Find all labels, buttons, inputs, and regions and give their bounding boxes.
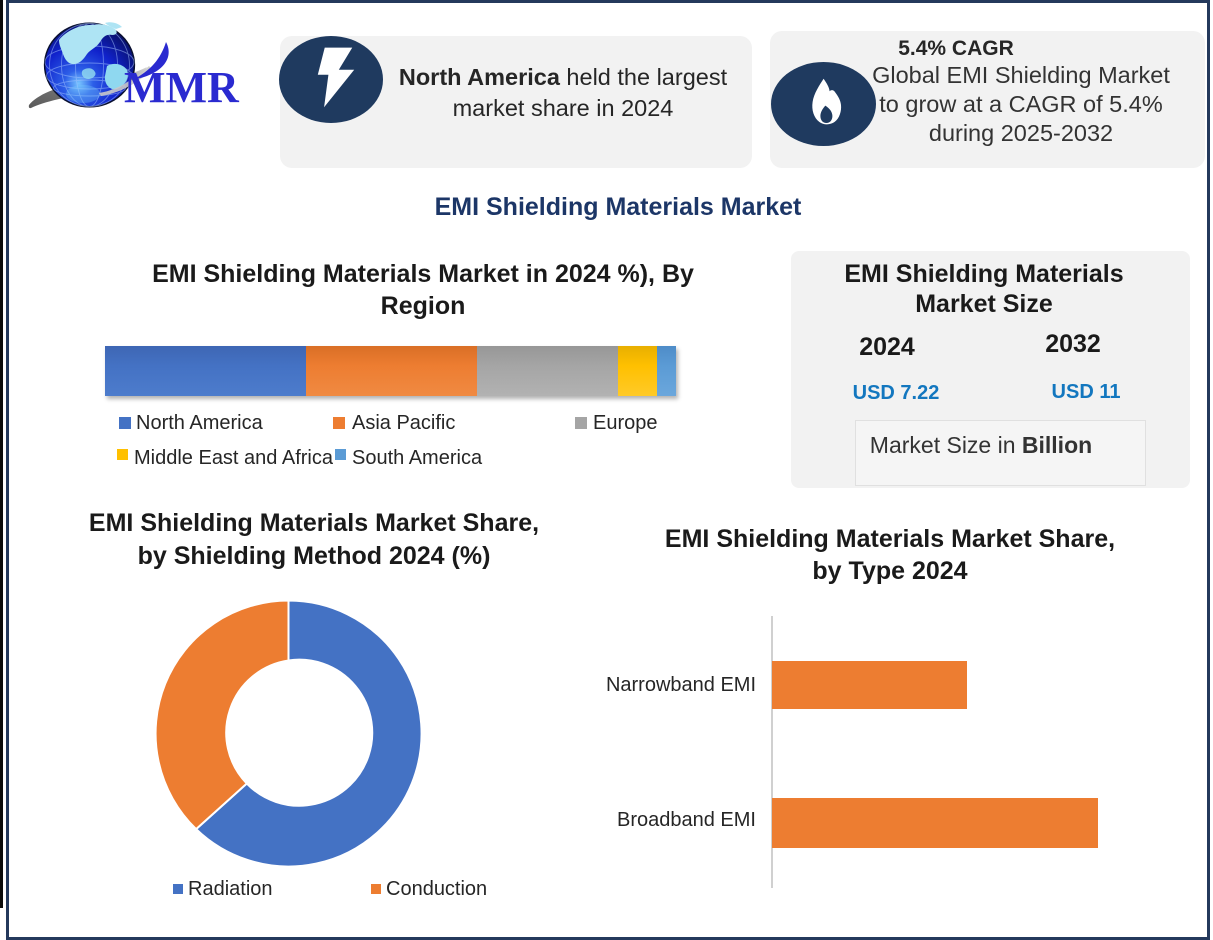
svg-text:MMR: MMR — [124, 63, 240, 112]
